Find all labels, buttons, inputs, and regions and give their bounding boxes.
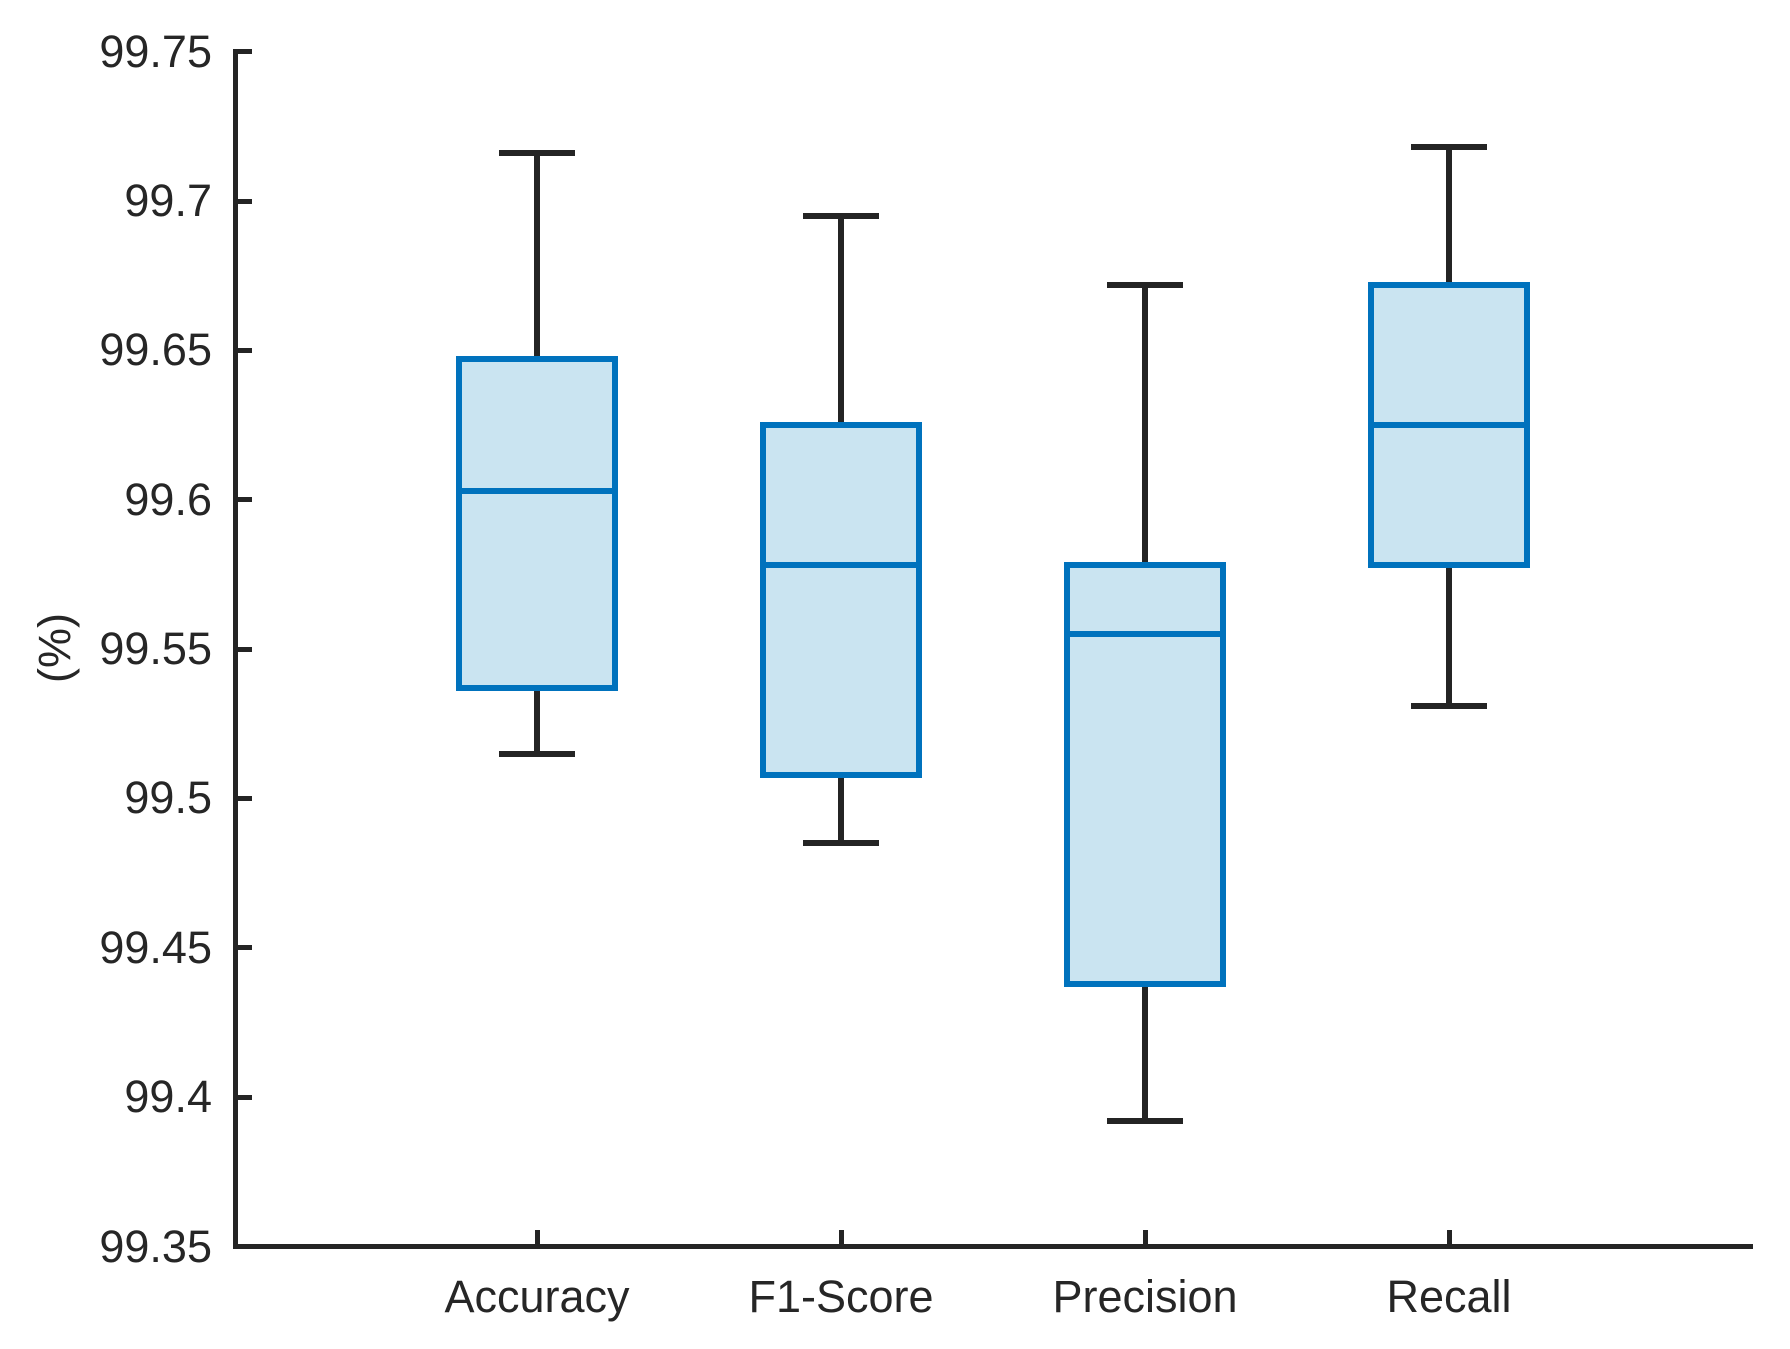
box-accuracy — [456, 356, 618, 691]
whisker-cap-lower-recall — [1411, 702, 1487, 709]
box-f1-score — [760, 422, 922, 778]
y-tick-label: 99.4 — [124, 1071, 212, 1123]
y-tick-mark — [238, 347, 252, 353]
x-tick-mark — [838, 1230, 844, 1244]
median-f1-score — [760, 562, 922, 569]
x-tick-label: Precision — [1052, 1271, 1238, 1322]
x-tick-mark — [534, 1230, 540, 1244]
whisker-upper-recall — [1446, 147, 1452, 285]
y-tick-mark — [238, 646, 252, 652]
whisker-lower-recall — [1446, 565, 1452, 706]
y-tick-label: 99.75 — [99, 25, 212, 77]
whisker-cap-upper-recall — [1411, 144, 1487, 151]
x-tick-mark — [1142, 1230, 1148, 1244]
y-tick-mark — [238, 1244, 252, 1249]
y-tick-label: 99.45 — [99, 921, 212, 973]
y-tick-label: 99.35 — [99, 1220, 212, 1272]
y-tick-mark — [238, 945, 252, 951]
whisker-cap-upper-f1-score — [803, 212, 879, 219]
whisker-cap-lower-precision — [1107, 1118, 1183, 1125]
whisker-lower-precision — [1142, 983, 1148, 1122]
whisker-cap-lower-f1-score — [803, 840, 879, 847]
whisker-lower-accuracy — [534, 687, 540, 754]
y-axis-spine — [233, 49, 238, 1249]
box-precision — [1064, 562, 1226, 987]
median-precision — [1064, 631, 1226, 638]
whisker-upper-precision — [1142, 284, 1148, 566]
whisker-cap-upper-accuracy — [499, 150, 575, 157]
y-tick-label: 99.6 — [124, 473, 212, 525]
x-tick-mark — [1446, 1230, 1452, 1244]
whisker-upper-f1-score — [838, 215, 844, 426]
y-tick-mark — [238, 497, 252, 503]
whisker-upper-accuracy — [534, 153, 540, 360]
whisker-cap-lower-accuracy — [499, 750, 575, 757]
x-tick-label: Recall — [1386, 1271, 1512, 1322]
y-tick-mark — [238, 795, 252, 801]
y-tick-mark — [238, 198, 252, 204]
whisker-lower-f1-score — [838, 774, 844, 844]
median-recall — [1368, 422, 1530, 429]
y-tick-mark — [238, 1094, 252, 1100]
y-tick-label: 99.7 — [124, 175, 212, 227]
y-tick-label: 99.55 — [99, 623, 212, 675]
x-axis-spine — [233, 1244, 1753, 1249]
y-tick-mark — [238, 49, 252, 55]
whisker-cap-upper-precision — [1107, 281, 1183, 288]
x-tick-label: F1-Score — [748, 1271, 934, 1322]
x-tick-label: Accuracy — [444, 1271, 630, 1322]
median-accuracy — [456, 487, 618, 494]
y-tick-label: 99.65 — [99, 324, 212, 376]
y-tick-label: 99.5 — [124, 772, 212, 824]
